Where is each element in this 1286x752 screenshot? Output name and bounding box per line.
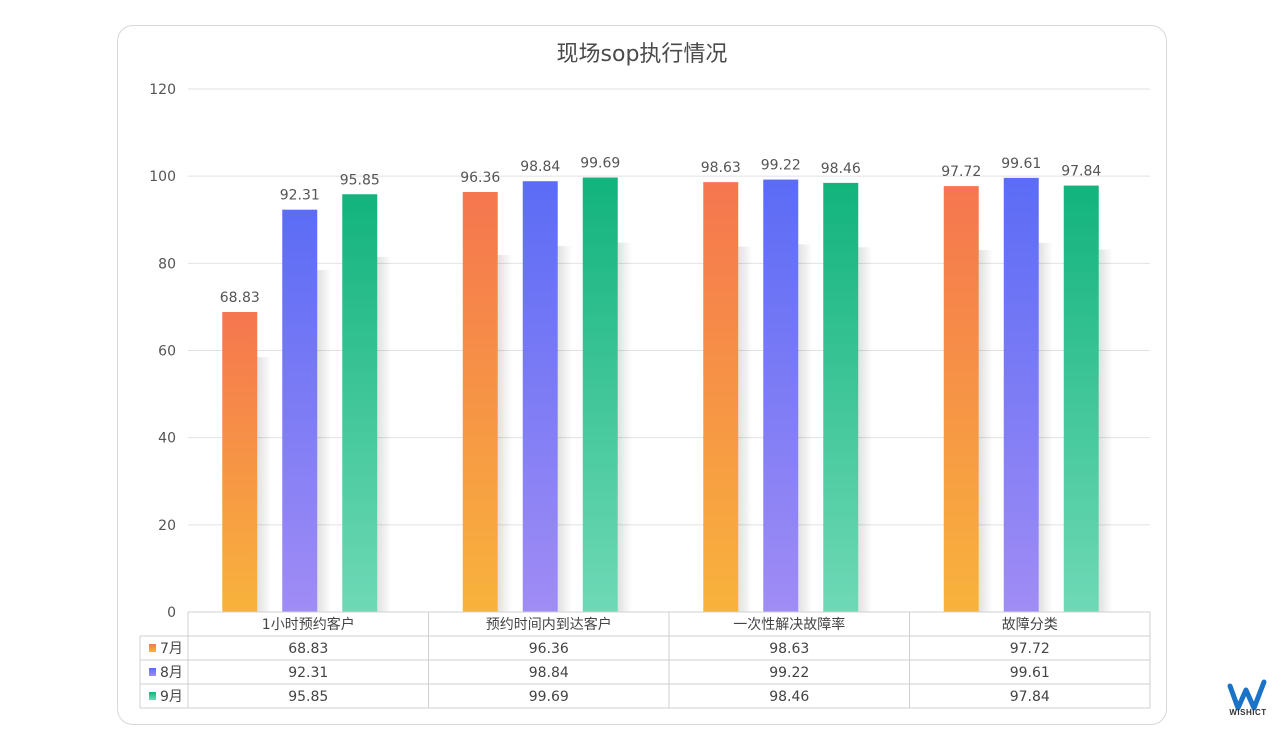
legend-swatch <box>149 668 156 676</box>
bar <box>522 181 558 612</box>
data-label: 99.69 <box>580 156 620 172</box>
bar-shadow <box>858 247 873 613</box>
bar <box>1063 185 1099 612</box>
legend-label: 8月 <box>160 665 183 681</box>
bar-shadow <box>617 242 632 612</box>
bar <box>222 312 258 612</box>
legend-label: 7月 <box>160 641 183 657</box>
category-label: 故障分类 <box>1002 617 1058 633</box>
table-cell: 98.63 <box>769 641 809 657</box>
data-label: 99.61 <box>1001 156 1041 172</box>
category-label: 1小时预约客户 <box>262 616 355 633</box>
data-label: 97.84 <box>1061 164 1101 180</box>
data-label: 98.63 <box>701 160 741 176</box>
category-label: 一次性解决故障率 <box>733 616 845 633</box>
wishict-logo-icon <box>1227 679 1267 711</box>
bar-shadow <box>377 256 392 612</box>
bar <box>943 186 979 612</box>
table-cell: 98.84 <box>529 665 569 681</box>
y-tick-label: 0 <box>167 605 176 621</box>
category-label: 预约时间内到达客户 <box>486 616 612 633</box>
legend-swatch <box>149 644 156 652</box>
table-cell: 95.85 <box>288 689 328 705</box>
bar <box>703 182 739 613</box>
table-cell: 96.36 <box>529 641 569 657</box>
data-label: 96.36 <box>460 170 500 186</box>
bar <box>342 194 378 612</box>
bar <box>823 182 859 613</box>
table-cell: 97.72 <box>1010 641 1050 657</box>
y-tick-label: 120 <box>149 82 176 98</box>
table-cell: 99.22 <box>769 665 809 681</box>
table-cell: 99.61 <box>1010 665 1050 681</box>
bar-shadow <box>798 244 813 612</box>
bar <box>462 192 498 612</box>
y-tick-label: 20 <box>158 518 176 534</box>
bar-shadow <box>257 357 272 612</box>
y-tick-label: 100 <box>149 169 176 185</box>
y-tick-label: 80 <box>158 256 176 272</box>
data-label: 95.85 <box>340 172 380 188</box>
table-cell: 68.83 <box>288 641 328 657</box>
legend-swatch <box>149 692 156 700</box>
bar-shadow <box>738 246 753 612</box>
y-tick-label: 40 <box>158 431 176 447</box>
bar-shadow <box>1038 242 1053 612</box>
table-cell: 99.69 <box>529 689 569 705</box>
bar-shadow <box>497 255 512 612</box>
legend-label: 9月 <box>160 689 183 705</box>
bar <box>763 179 799 612</box>
data-label: 97.72 <box>941 164 981 180</box>
logo-text: WISHICT <box>1229 708 1267 717</box>
bar <box>1003 177 1039 613</box>
y-tick-label: 60 <box>158 344 176 360</box>
table-cell: 97.84 <box>1010 689 1050 705</box>
bar <box>582 177 618 612</box>
data-label: 99.22 <box>761 158 801 174</box>
bar <box>282 209 318 612</box>
data-label: 98.84 <box>520 159 560 175</box>
data-label: 98.46 <box>821 161 861 177</box>
table-cell: 92.31 <box>288 665 328 681</box>
bar-shadow <box>317 270 332 612</box>
table-cell: 98.46 <box>769 689 809 705</box>
bar-shadow <box>978 249 993 613</box>
bar-shadow <box>1098 249 1113 612</box>
data-label: 68.83 <box>220 290 260 306</box>
bar-shadow <box>557 245 572 612</box>
data-label: 92.31 <box>280 188 320 204</box>
chart-title: 现场sop执行情况 <box>556 42 728 67</box>
